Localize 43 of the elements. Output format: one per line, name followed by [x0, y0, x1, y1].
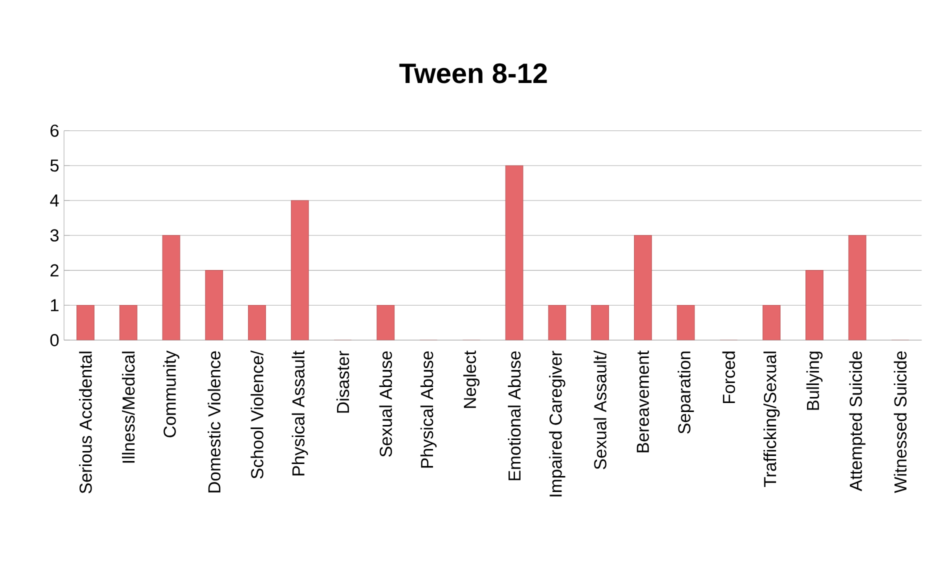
- x-tick-label: Separation: [678, 352, 694, 434]
- x-tick-label: Bullying: [806, 352, 823, 410]
- chart-title: Tween 8-12: [399, 64, 547, 84]
- bar: [162, 235, 180, 340]
- bar: [248, 305, 266, 340]
- x-tick-label: Emotional Abuse: [508, 352, 521, 480]
- bar: [76, 305, 94, 340]
- x-tick-label: Attempted Suicide: [849, 352, 866, 492]
- x-tick-label: Sexual Abuse: [379, 352, 392, 457]
- x-tick-label: Physical Assault: [292, 350, 308, 476]
- bar: [676, 305, 695, 340]
- y-tick-label: 3: [50, 229, 59, 242]
- bar: [548, 305, 566, 340]
- x-tick-label: Domestic Violence: [208, 352, 220, 493]
- x-tick-label: Disaster: [336, 351, 350, 413]
- x-tick-label: Witnessed Suicide: [894, 352, 907, 494]
- x-tick-label: Illness/Medical: [122, 352, 135, 463]
- x-tick-label: Forced: [722, 352, 736, 404]
- x-tick-label: Bereavement: [636, 350, 649, 452]
- x-tick-label: Community: [163, 350, 180, 438]
- x-tick-label: Serious Accidental: [79, 352, 92, 494]
- bar: [119, 305, 138, 340]
- bar: [205, 270, 224, 340]
- bar: [762, 305, 781, 340]
- bar: [591, 305, 609, 340]
- bar: [806, 270, 824, 340]
- x-tick-label: Sexual Assault/: [594, 350, 606, 470]
- y-tick-label: 2: [50, 264, 58, 277]
- bar: [376, 305, 395, 340]
- y-tick-label: 4: [50, 194, 59, 207]
- bar: [634, 235, 652, 340]
- y-tick-label: 1: [50, 299, 58, 312]
- x-tick-label: Physical Abuse: [420, 352, 437, 468]
- y-tick-label: 6: [50, 124, 59, 138]
- bar: [290, 200, 309, 340]
- bar: [505, 166, 524, 340]
- y-tick-label: 0: [50, 334, 59, 346]
- x-tick-label: School Violence/: [250, 350, 264, 479]
- x-tick-label: Neglect: [463, 350, 480, 408]
- x-tick-label: Impaired Caregiver: [549, 351, 566, 497]
- y-tick-label: 5: [50, 160, 59, 172]
- bar: [848, 235, 866, 340]
- x-tick-label: Trafficking/Sexual: [763, 352, 780, 488]
